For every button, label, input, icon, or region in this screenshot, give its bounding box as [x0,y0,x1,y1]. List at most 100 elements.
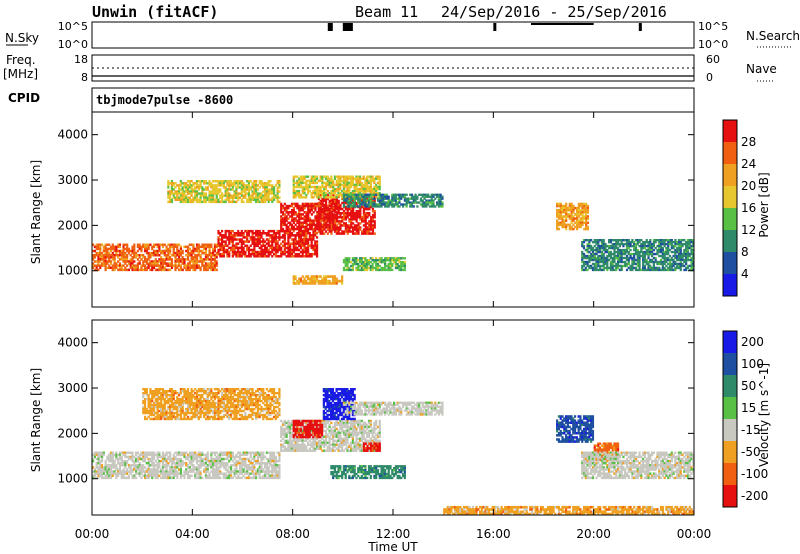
backscatter-cell [224,236,227,239]
backscatter-cell [151,468,154,471]
backscatter-cell [307,215,310,218]
backscatter-cell [373,193,376,196]
backscatter-cell [244,188,247,191]
backscatter-cell [131,266,134,270]
backscatter-cell [176,466,179,469]
backscatter-cell [281,240,285,243]
backscatter-cell [299,221,303,225]
backscatter-cell [240,198,243,202]
backscatter-cell [636,242,639,246]
backscatter-cell [615,250,618,254]
backscatter-cell [161,459,165,463]
backscatter-cell [679,254,682,258]
backscatter-cell [235,188,238,191]
backscatter-cell [326,215,330,218]
backscatter-cell [353,193,356,196]
backscatter-cell [188,461,191,465]
backscatter-cell [161,453,165,457]
backscatter-cell [380,203,383,206]
backscatter-cell [559,202,562,206]
backscatter-cell [104,258,107,261]
backscatter-cell [111,247,114,251]
backscatter-cell [178,196,181,199]
backscatter-cell [361,197,364,201]
backscatter-cell [316,221,319,225]
backscatter-cell [597,238,600,242]
backscatter-cell [215,190,218,193]
backscatter-cell [350,197,353,200]
backscatter-cell [178,461,181,465]
backscatter-cell [384,268,387,272]
backscatter-cell [330,230,333,233]
backscatter-cell [194,264,197,267]
backscatter-cell [373,224,376,227]
backscatter-cell [665,248,668,252]
backscatter-cell [371,259,374,262]
backscatter-cell [400,264,403,268]
backscatter-cell [138,468,141,471]
backscatter-cell [299,236,303,239]
backscatter-cell [321,179,324,183]
backscatter-cell [307,217,310,220]
backscatter-cell [287,234,290,237]
backscatter-cell [332,227,335,231]
backscatter-cell [195,258,199,261]
backscatter-cell [203,245,206,249]
backscatter-cell [135,476,138,480]
backscatter-cell [213,253,217,257]
backscatter-cell [307,206,310,210]
backscatter-cell [131,260,134,263]
backscatter-cell [616,258,620,262]
backscatter-cell [355,266,358,270]
backscatter-cell [668,260,672,264]
backscatter-cell [310,213,313,216]
backscatter-cell [167,186,170,189]
backscatter-cell [368,211,371,215]
backscatter-cell [181,192,184,195]
backscatter-cell [226,250,229,254]
backscatter-cell [97,457,100,461]
backscatter-cell [221,255,224,258]
backscatter-cell [235,192,238,195]
backscatter-cell [403,203,406,206]
backscatter-cell [228,236,231,239]
backscatter-cell [369,177,372,181]
backscatter-cell [249,244,252,248]
backscatter-cell [167,264,170,267]
backscatter-cell [384,266,387,270]
backscatter-cell [224,242,227,245]
backscatter-cell [126,264,129,267]
backscatter-cell [585,208,588,212]
backscatter-cell [201,258,204,261]
backscatter-cell [629,248,632,252]
backscatter-cell [281,234,285,237]
backscatter-cell [361,205,364,209]
backscatter-cell [633,256,636,260]
backscatter-cell [145,461,148,465]
backscatter-cell [364,211,367,215]
backscatter-cell [674,248,677,252]
backscatter-cell [352,216,355,219]
backscatter-cell [169,198,172,202]
backscatter-cell [156,455,159,459]
backscatter-cell [378,199,381,202]
backscatter-cell [315,175,319,178]
backscatter-cell [441,201,444,204]
backscatter-cell [609,246,612,250]
backscatter-cell [201,243,204,247]
backscatter-cell [319,204,322,208]
backscatter-cell [197,180,200,183]
backscatter-cell [371,216,375,219]
backscatter-cell [253,238,256,241]
backscatter-cell [683,242,686,246]
backscatter-cell [99,245,102,249]
backscatter-cell [298,191,301,195]
backscatter-cell [174,470,177,473]
backscatter-cell [308,227,312,231]
backscatter-cell [346,181,349,185]
backscatter-cell [167,256,170,259]
backscatter-cell [625,244,629,248]
backscatter-cell [113,470,116,473]
backscatter-cell [357,232,360,235]
backscatter-cell [158,249,161,253]
